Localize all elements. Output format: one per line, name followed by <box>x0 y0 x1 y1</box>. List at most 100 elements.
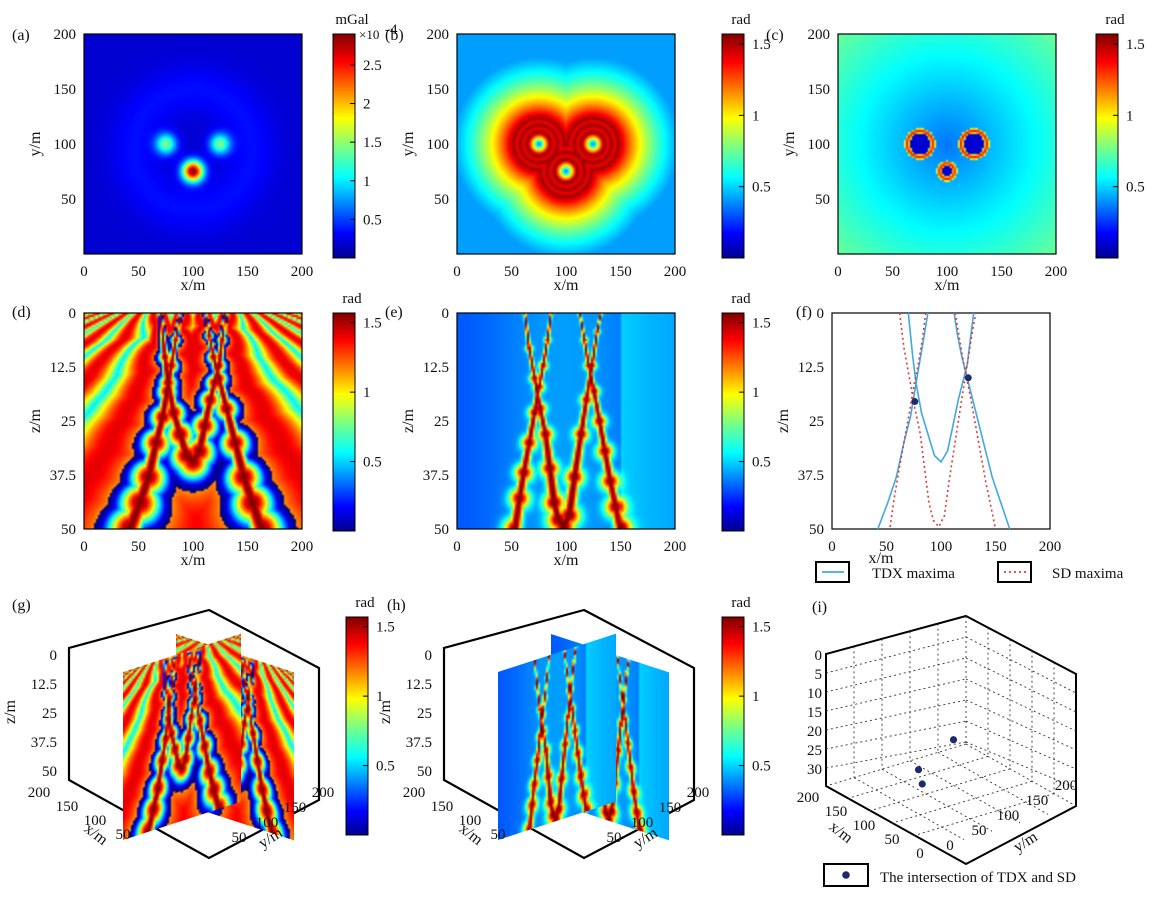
grid-line <box>965 699 1077 751</box>
colorbar-unit: rad <box>731 291 751 307</box>
x-tick-label: 0 <box>834 264 842 280</box>
y-tick-label: 12.5 <box>50 360 76 376</box>
y-tick-label: 150 <box>808 82 831 98</box>
grid-line <box>825 699 967 731</box>
panel-label: (e) <box>385 304 403 321</box>
z-tick-label: 25 <box>42 706 57 722</box>
grid-line <box>965 720 1077 770</box>
plot-frame <box>831 312 1051 530</box>
colorbar-unit: rad <box>1105 12 1125 28</box>
colorbar-tick-label: 1.5 <box>752 316 771 332</box>
colorbar-tick-label: 2 <box>363 97 371 113</box>
intersection-point <box>918 780 926 788</box>
colorbar-unit: mGal <box>335 12 368 28</box>
y-tick-label: 150 <box>427 82 450 98</box>
colorbar <box>332 312 356 532</box>
heatmap-image <box>84 34 302 254</box>
colorbar-tick-label: 1 <box>363 174 371 190</box>
z-tick-label: 30 <box>807 762 822 778</box>
y-tick-label: 50 <box>232 830 247 846</box>
colorbar-tick-label: 1 <box>376 689 384 705</box>
legend-f: TDX maxima SD maxima <box>815 561 1124 583</box>
z-tick-label: 25 <box>417 706 432 722</box>
y-tick-label: 200 <box>687 785 710 801</box>
box-outline <box>442 608 696 860</box>
x-tick-label: 50 <box>879 539 894 555</box>
x-axis-label: x/m <box>554 552 579 569</box>
colorbar <box>1095 33 1119 259</box>
z-tick-label: 20 <box>807 724 822 740</box>
colorbar-unit: rad <box>342 291 362 307</box>
x-tick-label: 50 <box>885 264 900 280</box>
colorbar <box>345 616 369 836</box>
y-tick-label: 37.5 <box>423 468 449 484</box>
slice-front <box>123 633 241 840</box>
z-tick-label: 25 <box>807 743 822 759</box>
plot-frame <box>456 312 676 530</box>
slice-front <box>498 633 616 840</box>
colorbar-tick-label: 1 <box>752 108 760 124</box>
y-axis-label: y/m <box>781 131 798 156</box>
colorbar-exponent: ×10 <box>359 27 379 42</box>
x-tick-label: 0 <box>453 539 461 555</box>
x-axis-label: x/m <box>181 277 206 294</box>
colorbar-tick-label: 1.5 <box>363 316 382 332</box>
y-tick-label: 150 <box>284 800 307 816</box>
panel-label: (g) <box>12 597 31 614</box>
y-tick-label: 50 <box>61 192 76 208</box>
colorbar-tick-label: 2.5 <box>363 58 382 74</box>
y-tick-label: 50 <box>434 522 449 538</box>
tdx-curve <box>877 312 929 530</box>
x-tick-label: 200 <box>1045 264 1068 280</box>
grid-line <box>825 657 967 693</box>
legend-tdx-label: TDX maxima <box>872 566 955 582</box>
x-tick-label: 50 <box>885 832 900 848</box>
y-tick-label: 150 <box>54 82 77 98</box>
panel-a: 0 50 100 150 200 50 100 150 200 x/m y/m (a) 0.5 1 1.5 2… <box>12 12 398 294</box>
y-axis-label: y/m <box>27 131 44 156</box>
colorbar-unit: rad <box>731 12 751 28</box>
colorbar-tick-label: 0.5 <box>1126 180 1145 196</box>
y-tick-label: 37.5 <box>798 468 824 484</box>
x-tick-label: 150 <box>825 804 848 820</box>
grid-line <box>965 743 1077 807</box>
y-tick-label: 25 <box>61 414 76 430</box>
panel-label: (h) <box>387 597 406 614</box>
grid-line <box>825 741 967 769</box>
grid-line <box>881 768 993 832</box>
y-axis-label: z/m <box>400 408 417 433</box>
y-tick-label: 100 <box>54 137 77 153</box>
intersection-point <box>949 736 958 744</box>
x-tick-label: 200 <box>664 264 687 280</box>
colorbar <box>721 33 745 259</box>
legend-sd-label: SD maxima <box>1052 566 1124 582</box>
z-axis-label: z/m <box>2 699 19 724</box>
panel-label: (d) <box>12 304 31 321</box>
sd-curve <box>889 312 927 530</box>
x-tick-label: 0 <box>828 539 836 555</box>
z-tick-label: 12.5 <box>31 677 57 693</box>
x-tick-label: 150 <box>609 264 632 280</box>
colorbar-tick-label: 1 <box>363 385 371 401</box>
x-tick-label: 50 <box>504 539 519 555</box>
x-axis-label: x/m <box>181 552 206 569</box>
colorbar-tick-label: 1.5 <box>1126 37 1145 53</box>
x-tick-label: 100 <box>930 539 953 555</box>
y-axis-label: z/m <box>775 408 792 433</box>
y-axis-label: z/m <box>27 408 44 433</box>
grid-line <box>965 636 1077 694</box>
z-tick-label: 50 <box>417 764 432 780</box>
z-tick-label: 0 <box>815 648 823 664</box>
x-axis-label: x/m <box>554 277 579 294</box>
colorbar-tick-label: 0.5 <box>363 455 382 471</box>
x-tick-label: 200 <box>1039 539 1062 555</box>
legend-box <box>815 561 850 583</box>
y-axis-label: y/m <box>400 131 417 156</box>
colorbar-tick-label: 0.5 <box>376 759 395 775</box>
colorbar-tick-label: 0.5 <box>752 759 771 775</box>
x-tick-label: 50 <box>491 827 506 843</box>
x-tick-label: 100 <box>936 264 959 280</box>
y-tick-label: 12.5 <box>423 360 449 376</box>
